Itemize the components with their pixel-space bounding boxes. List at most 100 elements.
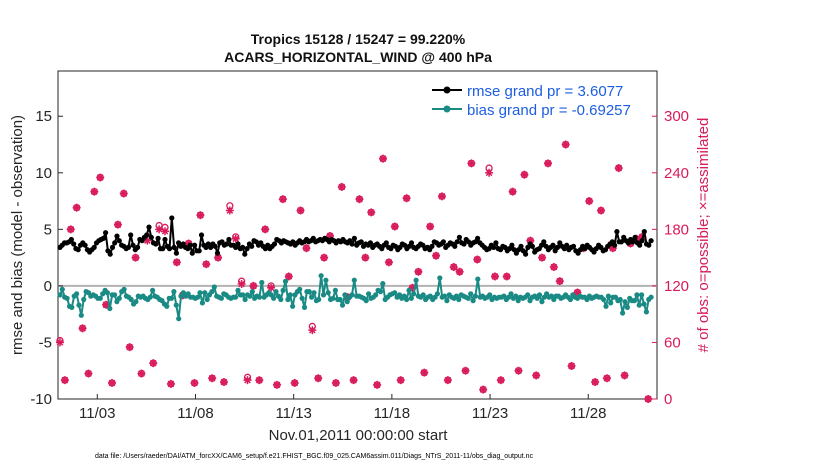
obs-assimilated-marker [414,267,423,276]
obs-assimilated-stroke [149,359,157,367]
bias-marker [195,294,201,300]
bias-marker [311,290,317,296]
left-tick-label: 0 [44,278,52,295]
obs-assimilated-marker [644,395,653,403]
rmse-marker [82,242,88,248]
obs-assimilated-stroke [615,164,623,172]
x-tick-label: 11/03 [79,405,115,422]
obs-assimilated-stroke [585,197,593,205]
bias-marker [525,292,531,298]
obs-assimilated-stroke [232,235,240,243]
bias-marker [648,294,654,300]
obs-assimilated-stroke [214,254,222,261]
obs-assimilated-marker [149,359,158,368]
bias-marker [128,296,134,303]
obs-assimilated-marker [119,189,128,198]
obs-assimilated-marker [284,272,293,281]
obs-assimilated-stroke [550,263,558,271]
obs-assimilated-stroke [173,259,181,266]
rmse-marker [639,238,645,244]
bias-marker [442,293,448,299]
obs-assimilated-stroke [85,370,92,377]
rmse-marker [541,239,547,245]
obs-assimilated-marker [113,220,122,229]
obs-assimilated-stroke [538,254,546,261]
obs-assimilated-stroke [167,380,175,388]
bias-marker [475,276,481,282]
obs-assimilated-marker [455,267,464,276]
left-tick-label: 15 [35,108,52,125]
obs-assimilated-marker [602,374,611,383]
bias-marker [363,298,369,304]
bias-marker [539,299,545,305]
obs-assimilated-marker [620,371,629,380]
bias-marker [112,292,118,298]
obs-assimilated-stroke [603,374,611,382]
obs-assimilated-stroke [120,190,128,197]
obs-assimilated-stroke [161,227,169,235]
rmse-marker [146,224,152,230]
obs-assimilated-stroke [462,367,469,375]
obs-assimilated-stroke [332,379,340,387]
bias-marker [150,287,156,293]
obs-assimilated-marker [125,343,134,352]
bias-marker [413,277,419,283]
obs-assimilated-stroke [597,207,605,214]
bias-marker [256,294,262,300]
left-tick-label: -5 [39,334,52,351]
rmse-marker [618,239,625,245]
obs-assimilated-marker [60,376,69,385]
bias-marker [242,296,248,303]
obs-assimilated-stroke [73,204,80,211]
right-tick-label: 0 [664,391,672,408]
legend-box [429,79,647,119]
bias-marker [202,290,208,296]
obs-assimilated-marker [585,197,594,206]
obs-assimilated-marker [432,251,441,260]
bias-marker [624,304,631,310]
bias-marker [437,275,443,281]
bias-marker [285,296,291,303]
obs-assimilated-marker [396,376,405,385]
obs-assimilated-marker [243,376,252,385]
legend-rmse-label: rmse grand pr = 3.6077 [467,83,623,100]
obs-assimilated-marker [96,173,105,182]
obs-assimilated-stroke [568,362,575,370]
bias-marker [366,291,372,297]
bias-marker [344,299,350,305]
obs-assimilated-stroke [303,244,310,252]
obs-assimilated-marker [496,376,505,385]
obs-assimilated-stroke [238,280,245,288]
rmse-marker [226,236,232,243]
obs-assimilated-stroke [562,141,570,148]
obs-assimilated-stroke [91,188,98,195]
obs-assimilated-stroke [350,376,357,384]
rmse-marker [235,241,241,247]
obs-assimilated-stroke [497,376,505,384]
bias-marker [273,289,279,295]
obs-assimilated-marker [108,378,117,387]
bias-marker [392,290,398,296]
obs-assimilated-marker [384,258,393,267]
rmse-marker [214,250,221,256]
obs-assimilated-stroke [450,263,458,271]
bias-marker [316,296,322,303]
obs-assimilated-marker [231,234,240,243]
obs-assimilated-marker [591,378,600,387]
rmse-marker [454,239,460,245]
obs-assimilated-stroke [202,260,210,268]
bias-series [57,273,654,322]
obs-assimilated-marker [538,253,547,262]
rmse-marker [367,240,373,246]
rmse-marker [68,236,74,243]
rmse-marker [148,234,154,240]
x-tick-label: 11/13 [275,405,311,422]
bias-marker [306,289,312,295]
plot-area [57,70,658,400]
right-tick-label: 180 [664,221,689,238]
bias-marker [456,296,462,303]
rmse-marker [75,247,81,253]
bias-marker [567,296,574,303]
rmse-marker [100,235,106,241]
